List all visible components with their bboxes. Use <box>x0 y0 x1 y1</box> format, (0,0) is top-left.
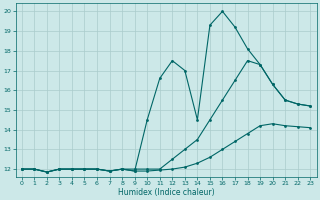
X-axis label: Humidex (Indice chaleur): Humidex (Indice chaleur) <box>118 188 214 197</box>
